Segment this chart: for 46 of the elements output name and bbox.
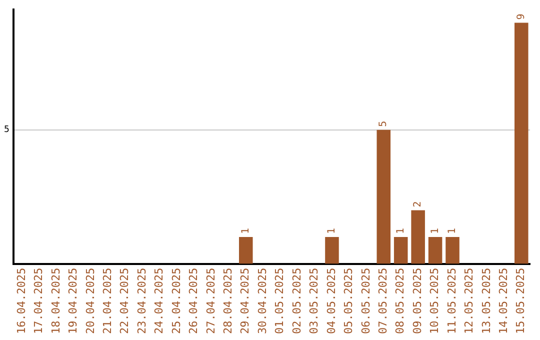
x-tick-label: 26.04.2025 <box>187 268 200 334</box>
x-tick-label: 10.05.2025 <box>428 268 442 334</box>
data-label: 1 <box>430 228 441 234</box>
x-tick-label: 04.05.2025 <box>324 268 338 334</box>
x-tick-label: 08.05.2025 <box>394 268 407 334</box>
bar <box>238 237 253 264</box>
x-tick-label: 22.04.2025 <box>118 268 132 334</box>
bar <box>446 237 460 264</box>
x-tick-label: 29.04.2025 <box>238 268 252 334</box>
x-tick-label: 15.05.2025 <box>514 268 528 334</box>
bar <box>411 210 425 264</box>
data-label: 1 <box>326 228 338 234</box>
x-tick-label: 02.05.2025 <box>290 268 304 334</box>
x-tick-label: 13.05.2025 <box>480 268 493 334</box>
data-label: 2 <box>412 201 424 208</box>
x-tick-label: 20.04.2025 <box>84 268 97 334</box>
x-tick-label: 24.04.2025 <box>152 268 166 334</box>
x-tick-label: 16.04.2025 <box>14 268 28 334</box>
data-label: 1 <box>395 228 406 234</box>
x-tick-label: 30.04.2025 <box>256 268 269 334</box>
bar <box>514 22 528 264</box>
data-label: 1 <box>447 228 458 234</box>
x-tick-label: 25.04.2025 <box>170 268 183 334</box>
x-tick-label: 27.04.2025 <box>204 268 218 334</box>
x-tick-label: 23.04.2025 <box>135 268 148 334</box>
x-tick-label: 14.05.2025 <box>497 268 510 334</box>
x-tick-label: 07.05.2025 <box>376 268 390 334</box>
bar <box>325 237 339 264</box>
x-tick-label: 12.05.2025 <box>462 268 476 334</box>
x-tick-label: 21.04.2025 <box>100 268 114 334</box>
x-tick-label: 01.05.2025 <box>273 268 286 334</box>
x-tick-label: 19.04.2025 <box>66 268 80 334</box>
bar <box>394 237 408 264</box>
x-tick-label: 06.05.2025 <box>359 268 372 334</box>
bar <box>376 130 391 264</box>
data-label: 1 <box>240 228 252 234</box>
x-tick-label: 28.04.2025 <box>222 268 235 334</box>
data-label: 5 <box>378 120 390 127</box>
x-tick-label: 05.05.2025 <box>342 268 356 334</box>
x-tick-label: 17.04.2025 <box>32 268 46 334</box>
data-label: 9 <box>516 14 527 20</box>
x-tick-label: 09.05.2025 <box>410 268 424 334</box>
x-tick-label: 18.04.2025 <box>49 268 62 334</box>
bar <box>428 237 442 264</box>
x-tick-label: 11.05.2025 <box>445 268 458 334</box>
x-tick-label: 03.05.2025 <box>308 268 321 334</box>
